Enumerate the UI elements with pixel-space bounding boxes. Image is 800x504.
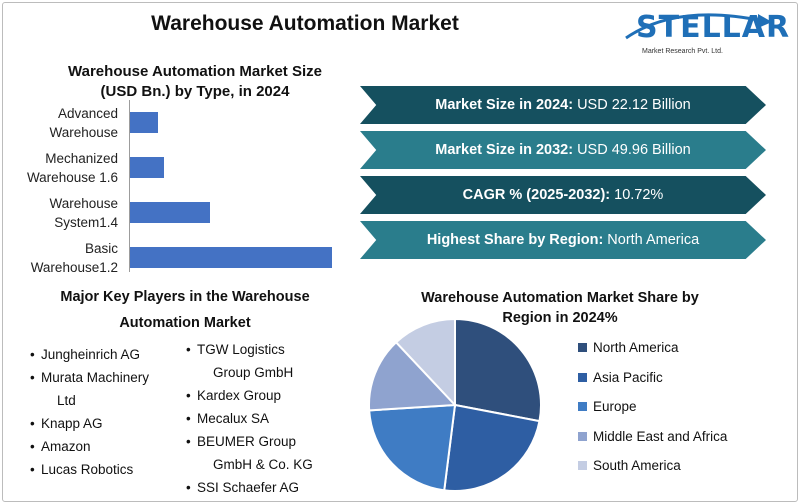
bar-chart-title: Warehouse Automation Market Size (USD Bn… [40, 62, 350, 102]
players-title: Major Key Players in the Warehouse Autom… [30, 284, 340, 336]
player-item: Jungheinrich AG [30, 343, 149, 366]
bar-category-label-line1: Basic [84, 240, 118, 256]
stat-label: CAGR % (2025-2032): [462, 187, 611, 203]
pie-chart-title-line2: Region in 2024% [502, 310, 618, 326]
stat-value: USD 49.96 Billion [577, 142, 691, 158]
stat-value: 10.72% [614, 187, 664, 203]
bar-chart-title-line1: Warehouse Automation Market Size [68, 63, 322, 80]
stat-banner: Market Size in 2032: USD 49.96 Billion [360, 131, 766, 169]
player-item: Murata Machinery Ltd [30, 366, 149, 412]
logo-word: STELLAR [636, 10, 791, 45]
legend-swatch [578, 372, 587, 382]
bar [130, 202, 210, 223]
stat-banner: CAGR % (2025-2032): 10.72% [360, 176, 766, 214]
player-item: Mecalux SA [186, 407, 313, 430]
player-item: Knapp AG [30, 412, 149, 435]
player-item: BEUMER Group GmbH & Co. KG [186, 430, 313, 476]
bar-category-label: Advanced Warehouse [0, 104, 118, 142]
player-item: TGW Logistics Group GmbH [186, 338, 313, 384]
legend-label: Middle East and Africa [593, 428, 728, 444]
legend-swatch [578, 343, 587, 353]
pie-slice [394, 318, 456, 408]
players-title-line2: Automation Market [119, 315, 251, 331]
pie-slice [368, 340, 458, 412]
bar [130, 247, 332, 268]
bar-chart-axis [129, 100, 130, 272]
bar-category-label-line2: System1.4 [54, 214, 118, 230]
stellar-logo: STELLAR Market Research Pvt. Ltd. [618, 8, 789, 64]
players-list-left: Jungheinrich AG Murata Machinery Ltd Knap… [30, 343, 149, 481]
stat-value: USD 22.12 Billion [577, 97, 691, 113]
bar-category-label-line2: Warehouse1.2 [30, 259, 118, 275]
player-item: SSI Schaefer AG [186, 476, 313, 499]
stat-label: Market Size in 2032: [435, 142, 574, 158]
bar-category-label: Basic Warehouse1.2 [0, 239, 118, 277]
player-item-line2: Group GmbH [213, 365, 294, 380]
legend-swatch [578, 461, 587, 471]
pie-chart-title-line1: Warehouse Automation Market Share by [421, 290, 699, 306]
stat-value: North America [607, 232, 700, 248]
bar [130, 112, 158, 133]
legend-label: South America [593, 458, 681, 474]
legend-label: Asia Pacific [593, 369, 663, 385]
players-list-right: TGW Logistics Group GmbH Kardex Group Mec… [186, 338, 313, 499]
legend-item: North America [578, 333, 727, 363]
bar-category-label-line2: Warehouse 1.6 [26, 169, 118, 185]
stat-label: Highest Share by Region: [426, 232, 604, 248]
legend-item: Europe [578, 392, 727, 422]
bar-chart-title-line2: (USD Bn.) by Type, in 2024 [100, 83, 290, 100]
bar-category-label-line2: Warehouse [49, 124, 118, 140]
player-item: Amazon [30, 435, 149, 458]
bar-category-label: Warehouse System1.4 [0, 194, 118, 232]
pie-slice [454, 318, 542, 423]
bar-category-label: Mechanized Warehouse 1.6 [0, 149, 118, 187]
stat-label: Market Size in 2024: [435, 97, 574, 113]
player-item: Kardex Group [186, 384, 313, 407]
pie-legend: North America Asia Pacific Europe Middle Ea… [578, 333, 727, 481]
legend-swatch [578, 402, 587, 412]
stat-banner: Market Size in 2024: USD 22.12 Billion [360, 86, 766, 124]
bar-category-label-line1: Warehouse [49, 195, 118, 211]
players-title-line1: Major Key Players in the Warehouse [60, 289, 310, 305]
player-item-line1: TGW Logistics [197, 342, 285, 357]
page-title: Warehouse Automation Market [151, 12, 459, 35]
bar [130, 157, 164, 178]
bar-category-label-line1: Advanced [57, 105, 118, 121]
player-item-line2: GmbH & Co. KG [213, 457, 313, 472]
legend-label: Europe [593, 399, 637, 415]
legend-item: Middle East and Africa [578, 422, 727, 452]
legend-item: Asia Pacific [578, 363, 727, 393]
player-item-line2: Ltd [57, 393, 76, 408]
logo-tagline: Market Research Pvt. Ltd. [642, 48, 723, 55]
bar-category-label-line1: Mechanized [45, 150, 118, 166]
pie-chart [368, 318, 542, 492]
player-item-line1: Murata Machinery [41, 370, 150, 385]
pie-slice [368, 403, 457, 492]
player-item: Lucas Robotics [30, 458, 149, 481]
legend-swatch [578, 431, 587, 441]
stat-banner: Highest Share by Region: North America [360, 221, 766, 259]
legend-label: North America [593, 340, 679, 356]
player-item-line1: BEUMER Group [197, 434, 297, 449]
pie-chart-title: Warehouse Automation Market Share by Reg… [370, 288, 750, 328]
pie-slice [443, 403, 541, 492]
legend-item: South America [578, 451, 727, 481]
logo-swoosh-icon [625, 13, 772, 40]
